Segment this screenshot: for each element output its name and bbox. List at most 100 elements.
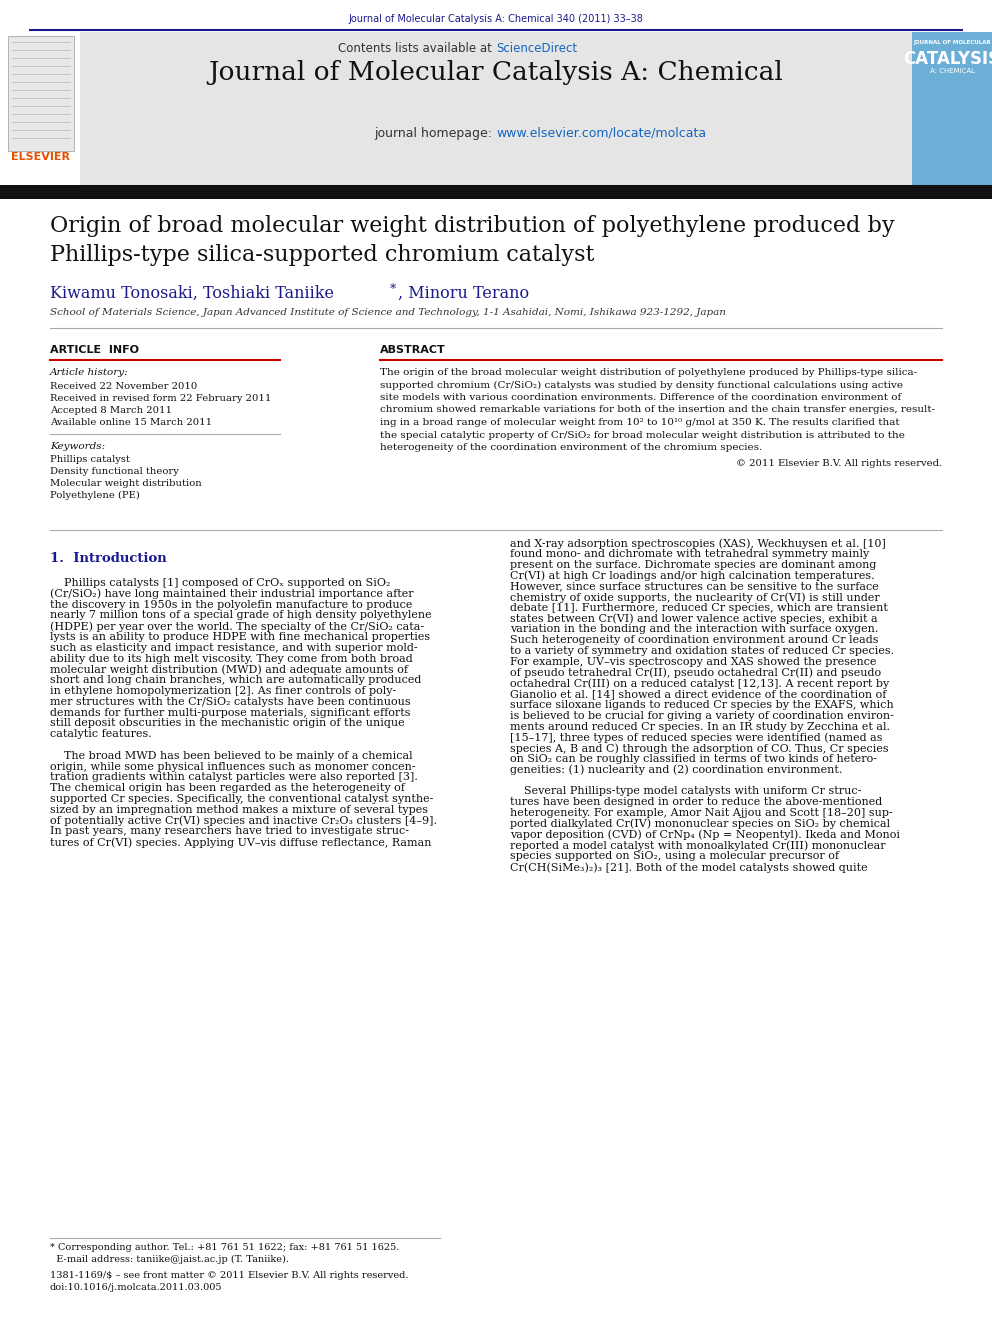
Text: *: *	[390, 283, 396, 296]
Text: [15–17], three types of reduced species were identified (named as: [15–17], three types of reduced species …	[510, 733, 883, 744]
Text: short and long chain branches, which are automatically produced: short and long chain branches, which are…	[50, 675, 422, 685]
Text: variation in the bonding and the interaction with surface oxygen.: variation in the bonding and the interac…	[510, 624, 878, 635]
Text: still deposit obscurities in the mechanistic origin of the unique: still deposit obscurities in the mechani…	[50, 718, 405, 729]
Text: octahedral Cr(III) on a reduced catalyst [12,13]. A recent report by: octahedral Cr(III) on a reduced catalyst…	[510, 679, 889, 689]
Text: (Cr/SiO₂) have long maintained their industrial importance after: (Cr/SiO₂) have long maintained their ind…	[50, 589, 414, 599]
Text: ability due to its high melt viscosity. They come from both broad: ability due to its high melt viscosity. …	[50, 654, 413, 664]
Bar	[8, 36, 74, 151]
Text: heterogeneity. For example, Amor Nait Ajjou and Scott [18–20] sup-: heterogeneity. For example, Amor Nait Aj…	[510, 808, 893, 818]
Text: Several Phillips-type model catalysts with uniform Cr struc-: Several Phillips-type model catalysts wi…	[510, 786, 861, 796]
Text: the discovery in 1950s in the polyolefin manufacture to produce: the discovery in 1950s in the polyolefin…	[50, 599, 413, 610]
Text: Phillips catalyst: Phillips catalyst	[50, 455, 130, 464]
Text: tration gradients within catalyst particles were also reported [3].: tration gradients within catalyst partic…	[50, 773, 418, 782]
Text: of potentially active Cr(VI) species and inactive Cr₂O₃ clusters [4–9].: of potentially active Cr(VI) species and…	[50, 815, 437, 826]
Text: of pseudo tetrahedral Cr(II), pseudo octahedral Cr(II) and pseudo: of pseudo tetrahedral Cr(II), pseudo oct…	[510, 668, 881, 679]
Text: CATALYSIS: CATALYSIS	[904, 50, 992, 67]
Text: debate [11]. Furthermore, reduced Cr species, which are transient: debate [11]. Furthermore, reduced Cr spe…	[510, 603, 888, 613]
Text: chemistry of oxide supports, the nuclearity of Cr(VI) is still under: chemistry of oxide supports, the nuclear…	[510, 591, 880, 602]
Text: present on the surface. Dichromate species are dominant among: present on the surface. Dichromate speci…	[510, 560, 876, 570]
Text: (HDPE) per year over the world. The specialty of the Cr/SiO₂ cata-: (HDPE) per year over the world. The spec…	[50, 622, 425, 632]
Text: Gianolio et al. [14] showed a direct evidence of the coordination of: Gianolio et al. [14] showed a direct evi…	[510, 689, 887, 699]
Text: on SiO₂ can be roughly classified in terms of two kinds of hetero-: on SiO₂ can be roughly classified in ter…	[510, 754, 877, 763]
Text: JOURNAL OF MOLECULAR: JOURNAL OF MOLECULAR	[913, 40, 991, 45]
Text: journal homepage:: journal homepage:	[374, 127, 496, 140]
Text: * Corresponding author. Tel.: +81 761 51 1622; fax: +81 761 51 1625.: * Corresponding author. Tel.: +81 761 51…	[50, 1244, 400, 1252]
Text: Kiwamu Tonosaki, Toshiaki Taniike: Kiwamu Tonosaki, Toshiaki Taniike	[50, 284, 334, 302]
Text: , Minoru Terano: , Minoru Terano	[398, 284, 529, 302]
Text: doi:10.1016/j.molcata.2011.03.005: doi:10.1016/j.molcata.2011.03.005	[50, 1283, 222, 1293]
Bar	[0, 185, 992, 198]
Text: tures have been designed in order to reduce the above-mentioned: tures have been designed in order to red…	[510, 798, 882, 807]
Text: Polyethylene (PE): Polyethylene (PE)	[50, 491, 140, 500]
Text: supported chromium (Cr/SiO₂) catalysts was studied by density functional calcula: supported chromium (Cr/SiO₂) catalysts w…	[380, 381, 903, 390]
Text: School of Materials Science, Japan Advanced Institute of Science and Technology,: School of Materials Science, Japan Advan…	[50, 308, 726, 318]
Text: supported Cr species. Specifically, the conventional catalyst synthe-: supported Cr species. Specifically, the …	[50, 794, 434, 804]
Text: site models with various coordination environments. Difference of the coordinati: site models with various coordination en…	[380, 393, 902, 402]
Text: the special catalytic property of Cr/SiO₂ for broad molecular weight distributio: the special catalytic property of Cr/SiO…	[380, 430, 905, 439]
Text: www.elsevier.com/locate/molcata: www.elsevier.com/locate/molcata	[496, 127, 706, 140]
Text: ELSEVIER: ELSEVIER	[11, 152, 69, 161]
Text: Article history:: Article history:	[50, 368, 129, 377]
Text: ments around reduced Cr species. In an IR study by Zecchina et al.: ments around reduced Cr species. In an I…	[510, 721, 890, 732]
Text: However, since surface structures can be sensitive to the surface: However, since surface structures can be…	[510, 581, 879, 591]
Text: The chemical origin has been regarded as the heterogeneity of: The chemical origin has been regarded as…	[50, 783, 405, 794]
Text: to a variety of symmetry and oxidation states of reduced Cr species.: to a variety of symmetry and oxidation s…	[510, 646, 894, 656]
Text: is believed to be crucial for giving a variety of coordination environ-: is believed to be crucial for giving a v…	[510, 710, 894, 721]
Text: 1.  Introduction: 1. Introduction	[50, 552, 167, 565]
Text: A: CHEMICAL: A: CHEMICAL	[930, 67, 974, 74]
Text: Received 22 November 2010: Received 22 November 2010	[50, 382, 197, 392]
Text: found mono- and dichromate with tetrahedral symmetry mainly: found mono- and dichromate with tetrahed…	[510, 549, 869, 558]
Text: origin, while some physical influences such as monomer concen-: origin, while some physical influences s…	[50, 762, 416, 771]
Text: The origin of the broad molecular weight distribution of polyethylene produced b: The origin of the broad molecular weight…	[380, 368, 918, 377]
Text: reported a model catalyst with monoalkylated Cr(III) mononuclear: reported a model catalyst with monoalkyl…	[510, 840, 886, 851]
Text: nearly 7 million tons of a special grade of high density polyethylene: nearly 7 million tons of a special grade…	[50, 610, 432, 620]
Text: Available online 15 March 2011: Available online 15 March 2011	[50, 418, 212, 427]
Text: tures of Cr(VI) species. Applying UV–vis diffuse reflectance, Raman: tures of Cr(VI) species. Applying UV–vis…	[50, 837, 432, 848]
Text: Molecular weight distribution: Molecular weight distribution	[50, 479, 201, 488]
Text: Phillips catalysts [1] composed of CrOₓ supported on SiO₂: Phillips catalysts [1] composed of CrOₓ …	[50, 578, 391, 587]
Text: Accepted 8 March 2011: Accepted 8 March 2011	[50, 406, 172, 415]
Bar	[80, 32, 912, 185]
Text: In past years, many researchers have tried to investigate struc-: In past years, many researchers have tri…	[50, 827, 409, 836]
Text: © 2011 Elsevier B.V. All rights reserved.: © 2011 Elsevier B.V. All rights reserved…	[736, 459, 942, 468]
Text: demands for further multi-purpose materials, significant efforts: demands for further multi-purpose materi…	[50, 708, 411, 717]
Text: ported dialkylated Cr(IV) mononuclear species on SiO₂ by chemical: ported dialkylated Cr(IV) mononuclear sp…	[510, 819, 890, 830]
Text: in ethylene homopolymerization [2]. As finer controls of poly-: in ethylene homopolymerization [2]. As f…	[50, 687, 396, 696]
Bar	[912, 32, 992, 185]
Text: chromium showed remarkable variations for both of the insertion and the chain tr: chromium showed remarkable variations fo…	[380, 406, 935, 414]
Text: species supported on SiO₂, using a molecular precursor of: species supported on SiO₂, using a molec…	[510, 851, 839, 861]
Text: ABSTRACT: ABSTRACT	[380, 345, 445, 355]
Text: Journal of Molecular Catalysis A: Chemical: Journal of Molecular Catalysis A: Chemic…	[208, 60, 784, 85]
Text: For example, UV–vis spectroscopy and XAS showed the presence: For example, UV–vis spectroscopy and XAS…	[510, 656, 877, 667]
Text: and X-ray adsorption spectroscopies (XAS), Weckhuysen et al. [10]: and X-ray adsorption spectroscopies (XAS…	[510, 538, 886, 549]
Text: mer structures with the Cr/SiO₂ catalysts have been continuous: mer structures with the Cr/SiO₂ catalyst…	[50, 697, 411, 706]
Text: Such heterogeneity of coordination environment around Cr leads: Such heterogeneity of coordination envir…	[510, 635, 879, 646]
Text: Origin of broad molecular weight distribution of polyethylene produced by: Origin of broad molecular weight distrib…	[50, 216, 895, 237]
Text: Contents lists available at: Contents lists available at	[338, 42, 496, 56]
Text: ScienceDirect: ScienceDirect	[496, 42, 577, 56]
Text: Keywords:: Keywords:	[50, 442, 105, 451]
Text: geneities: (1) nuclearity and (2) coordination environment.: geneities: (1) nuclearity and (2) coordi…	[510, 765, 842, 775]
Bar	[0, 32, 80, 185]
Text: states between Cr(VI) and lower valence active species, exhibit a: states between Cr(VI) and lower valence …	[510, 614, 878, 624]
Text: Journal of Molecular Catalysis A: Chemical 340 (2011) 33–38: Journal of Molecular Catalysis A: Chemic…	[348, 15, 644, 24]
Text: sized by an impregnation method makes a mixture of several types: sized by an impregnation method makes a …	[50, 804, 428, 815]
Text: Received in revised form 22 February 2011: Received in revised form 22 February 201…	[50, 394, 272, 404]
Text: species A, B and C) through the adsorption of CO. Thus, Cr species: species A, B and C) through the adsorpti…	[510, 744, 889, 754]
Text: such as elasticity and impact resistance, and with superior mold-: such as elasticity and impact resistance…	[50, 643, 418, 652]
Text: 1381-1169/$ – see front matter © 2011 Elsevier B.V. All rights reserved.: 1381-1169/$ – see front matter © 2011 El…	[50, 1271, 409, 1279]
Text: The broad MWD has been believed to be mainly of a chemical: The broad MWD has been believed to be ma…	[50, 750, 413, 761]
Text: vapor deposition (CVD) of CrNp₄ (Np = Neopentyl). Ikeda and Monoi: vapor deposition (CVD) of CrNp₄ (Np = Ne…	[510, 830, 900, 840]
Text: catalytic features.: catalytic features.	[50, 729, 152, 740]
Text: surface siloxane ligands to reduced Cr species by the EXAFS, which: surface siloxane ligands to reduced Cr s…	[510, 700, 894, 710]
Text: E-mail address: taniike@jaist.ac.jp (T. Taniike).: E-mail address: taniike@jaist.ac.jp (T. …	[50, 1256, 289, 1263]
Text: ing in a broad range of molecular weight from 10² to 10¹⁰ g/mol at 350 K. The re: ing in a broad range of molecular weight…	[380, 418, 900, 427]
Text: heterogeneity of the coordination environment of the chromium species.: heterogeneity of the coordination enviro…	[380, 443, 762, 452]
Text: Phillips-type silica-supported chromium catalyst: Phillips-type silica-supported chromium …	[50, 243, 594, 266]
Text: molecular weight distribution (MWD) and adequate amounts of: molecular weight distribution (MWD) and …	[50, 664, 408, 675]
Text: Cr(VI) at high Cr loadings and/or high calcination temperatures.: Cr(VI) at high Cr loadings and/or high c…	[510, 570, 875, 581]
Text: lysts is an ability to produce HDPE with fine mechanical properties: lysts is an ability to produce HDPE with…	[50, 632, 431, 642]
Text: Cr(CH(SiMe₃)₂)₃ [21]. Both of the model catalysts showed quite: Cr(CH(SiMe₃)₂)₃ [21]. Both of the model …	[510, 863, 868, 873]
Text: ARTICLE  INFO: ARTICLE INFO	[50, 345, 139, 355]
Text: Density functional theory: Density functional theory	[50, 467, 179, 476]
